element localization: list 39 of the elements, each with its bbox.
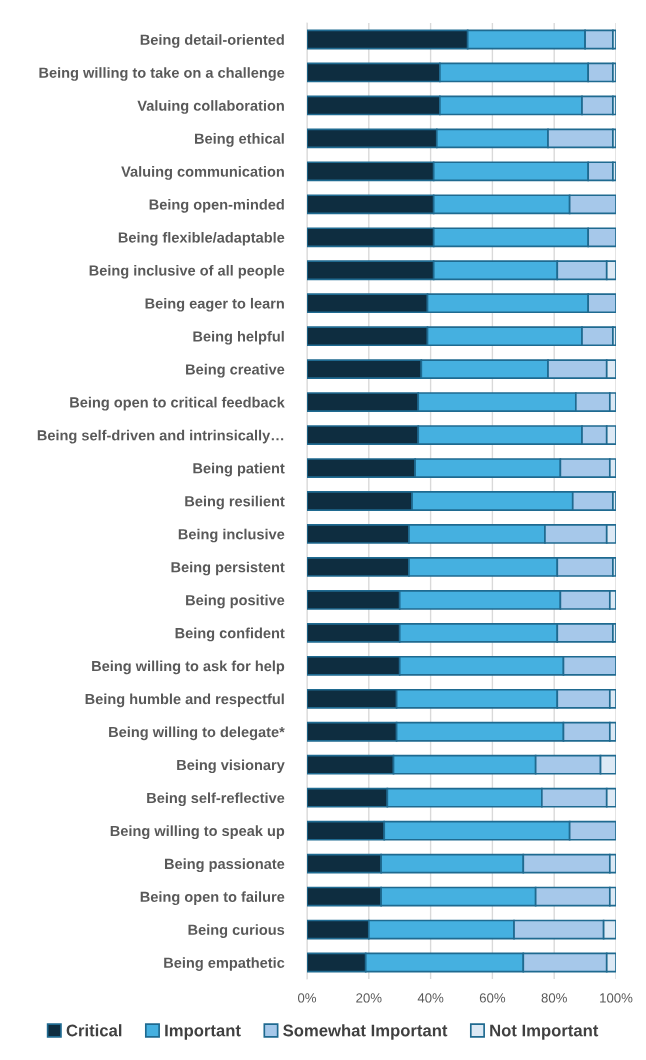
y-tick-label: Being self-reflective — [147, 792, 285, 807]
y-tick-label: Being inclusive — [178, 528, 285, 543]
y-tick-label: Being empathetic — [164, 957, 285, 971]
y-tick-label: Being open to critical feedback — [70, 396, 285, 411]
x-tick-label: 80% — [541, 993, 567, 1003]
x-tick-label: 20% — [356, 993, 382, 1003]
y-tick-label: Being flexible/adaptable — [118, 231, 285, 246]
x-tick-label: 0% — [297, 993, 317, 1003]
y-tick-label: Being resilient — [185, 495, 285, 510]
y-tick-label: Being persistent — [171, 561, 285, 576]
y-tick-label: Being willing to speak up — [110, 825, 285, 840]
y-tick-label: Valuing communication — [121, 166, 284, 180]
y-tick-label: Being creative — [186, 363, 285, 378]
y-tick-label: Being positive — [186, 594, 285, 609]
y-tick-label: Being detail-oriented — [140, 34, 284, 48]
y-tick-label: Being patient — [193, 462, 285, 477]
y-tick-label: Being curious — [188, 924, 285, 938]
y-tick-label: Being confident — [175, 627, 285, 642]
y-tick-label: Being helpful — [193, 330, 284, 345]
y-tick-label: Being eager to learn — [145, 297, 284, 312]
y-tick-label: Valuing collaboration — [137, 100, 284, 114]
y-tick-label: Being open to failure — [140, 891, 285, 905]
y-tick-label: Being visionary — [177, 759, 285, 774]
y-tick-label: Being willing to take on a challenge — [39, 67, 285, 81]
x-tick-label: 40% — [417, 993, 444, 1003]
y-tick-label: Being willing to delegate* — [109, 726, 285, 741]
y-tick-label: Being inclusive of all people — [89, 264, 285, 279]
legend-label: Important — [165, 1024, 241, 1040]
x-tick-label: 100% — [600, 993, 633, 1003]
y-tick-label: Being self-driven and intrinsically… — [37, 429, 284, 444]
legend-label: Somewhat Important — [283, 1024, 448, 1040]
y-tick-label: Being passionate — [165, 858, 285, 872]
y-tick-label: Being humble and respectful — [85, 693, 284, 708]
y-tick-label: Being open-minded — [149, 199, 284, 213]
x-tick-label: 60% — [479, 993, 506, 1003]
y-tick-label: Being willing to ask for help — [92, 660, 285, 675]
legend-label: Critical — [66, 1024, 122, 1037]
legend-label: Not Important — [490, 1024, 599, 1040]
y-tick-label: Being ethical — [195, 133, 284, 147]
